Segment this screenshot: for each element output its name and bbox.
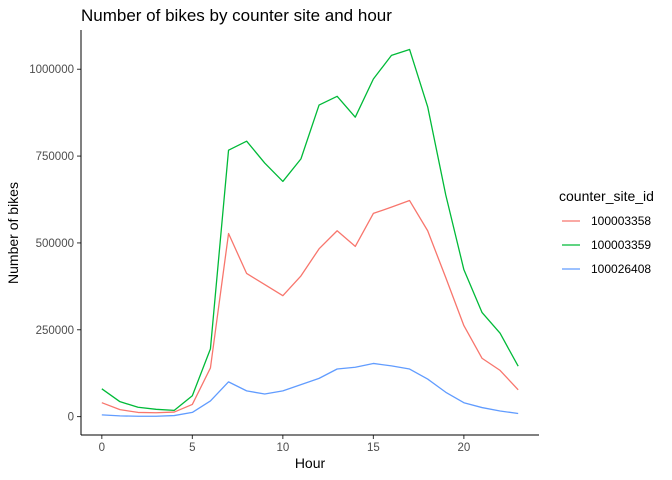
x-axis: 0 5 10 15 20 xyxy=(99,435,470,454)
x-tick-label: 0 xyxy=(99,442,105,454)
x-tick-label: 20 xyxy=(457,442,470,454)
y-tick-label: 500000 xyxy=(36,238,74,250)
series-layer xyxy=(101,48,519,417)
legend-label: 100003358 xyxy=(591,214,651,228)
y-tick-label: 1000000 xyxy=(29,64,74,76)
series-line-100026408 xyxy=(101,362,519,417)
legend: counter_site_id 100003358 100003359 100026… xyxy=(559,188,654,276)
legend-label: 100026408 xyxy=(591,262,651,276)
y-tick-label: 0 xyxy=(68,412,74,424)
x-tick-label: 5 xyxy=(189,442,195,454)
x-tick-label: 15 xyxy=(367,442,380,454)
legend-title: counter_site_id xyxy=(559,188,654,204)
y-axis: 0 250000 500000 750000 1000000 xyxy=(29,64,81,424)
series-line-100003358 xyxy=(101,199,519,414)
y-axis-title: Number of bikes xyxy=(5,182,21,284)
y-tick-label: 250000 xyxy=(36,325,74,337)
x-tick-label: 10 xyxy=(276,442,289,454)
x-axis-title: Hour xyxy=(295,455,326,471)
y-tick-label: 750000 xyxy=(36,151,74,163)
legend-label: 100003359 xyxy=(591,238,651,252)
chart-title: Number of bikes by counter site and hour xyxy=(81,6,392,25)
series-line-100003359 xyxy=(101,48,519,411)
